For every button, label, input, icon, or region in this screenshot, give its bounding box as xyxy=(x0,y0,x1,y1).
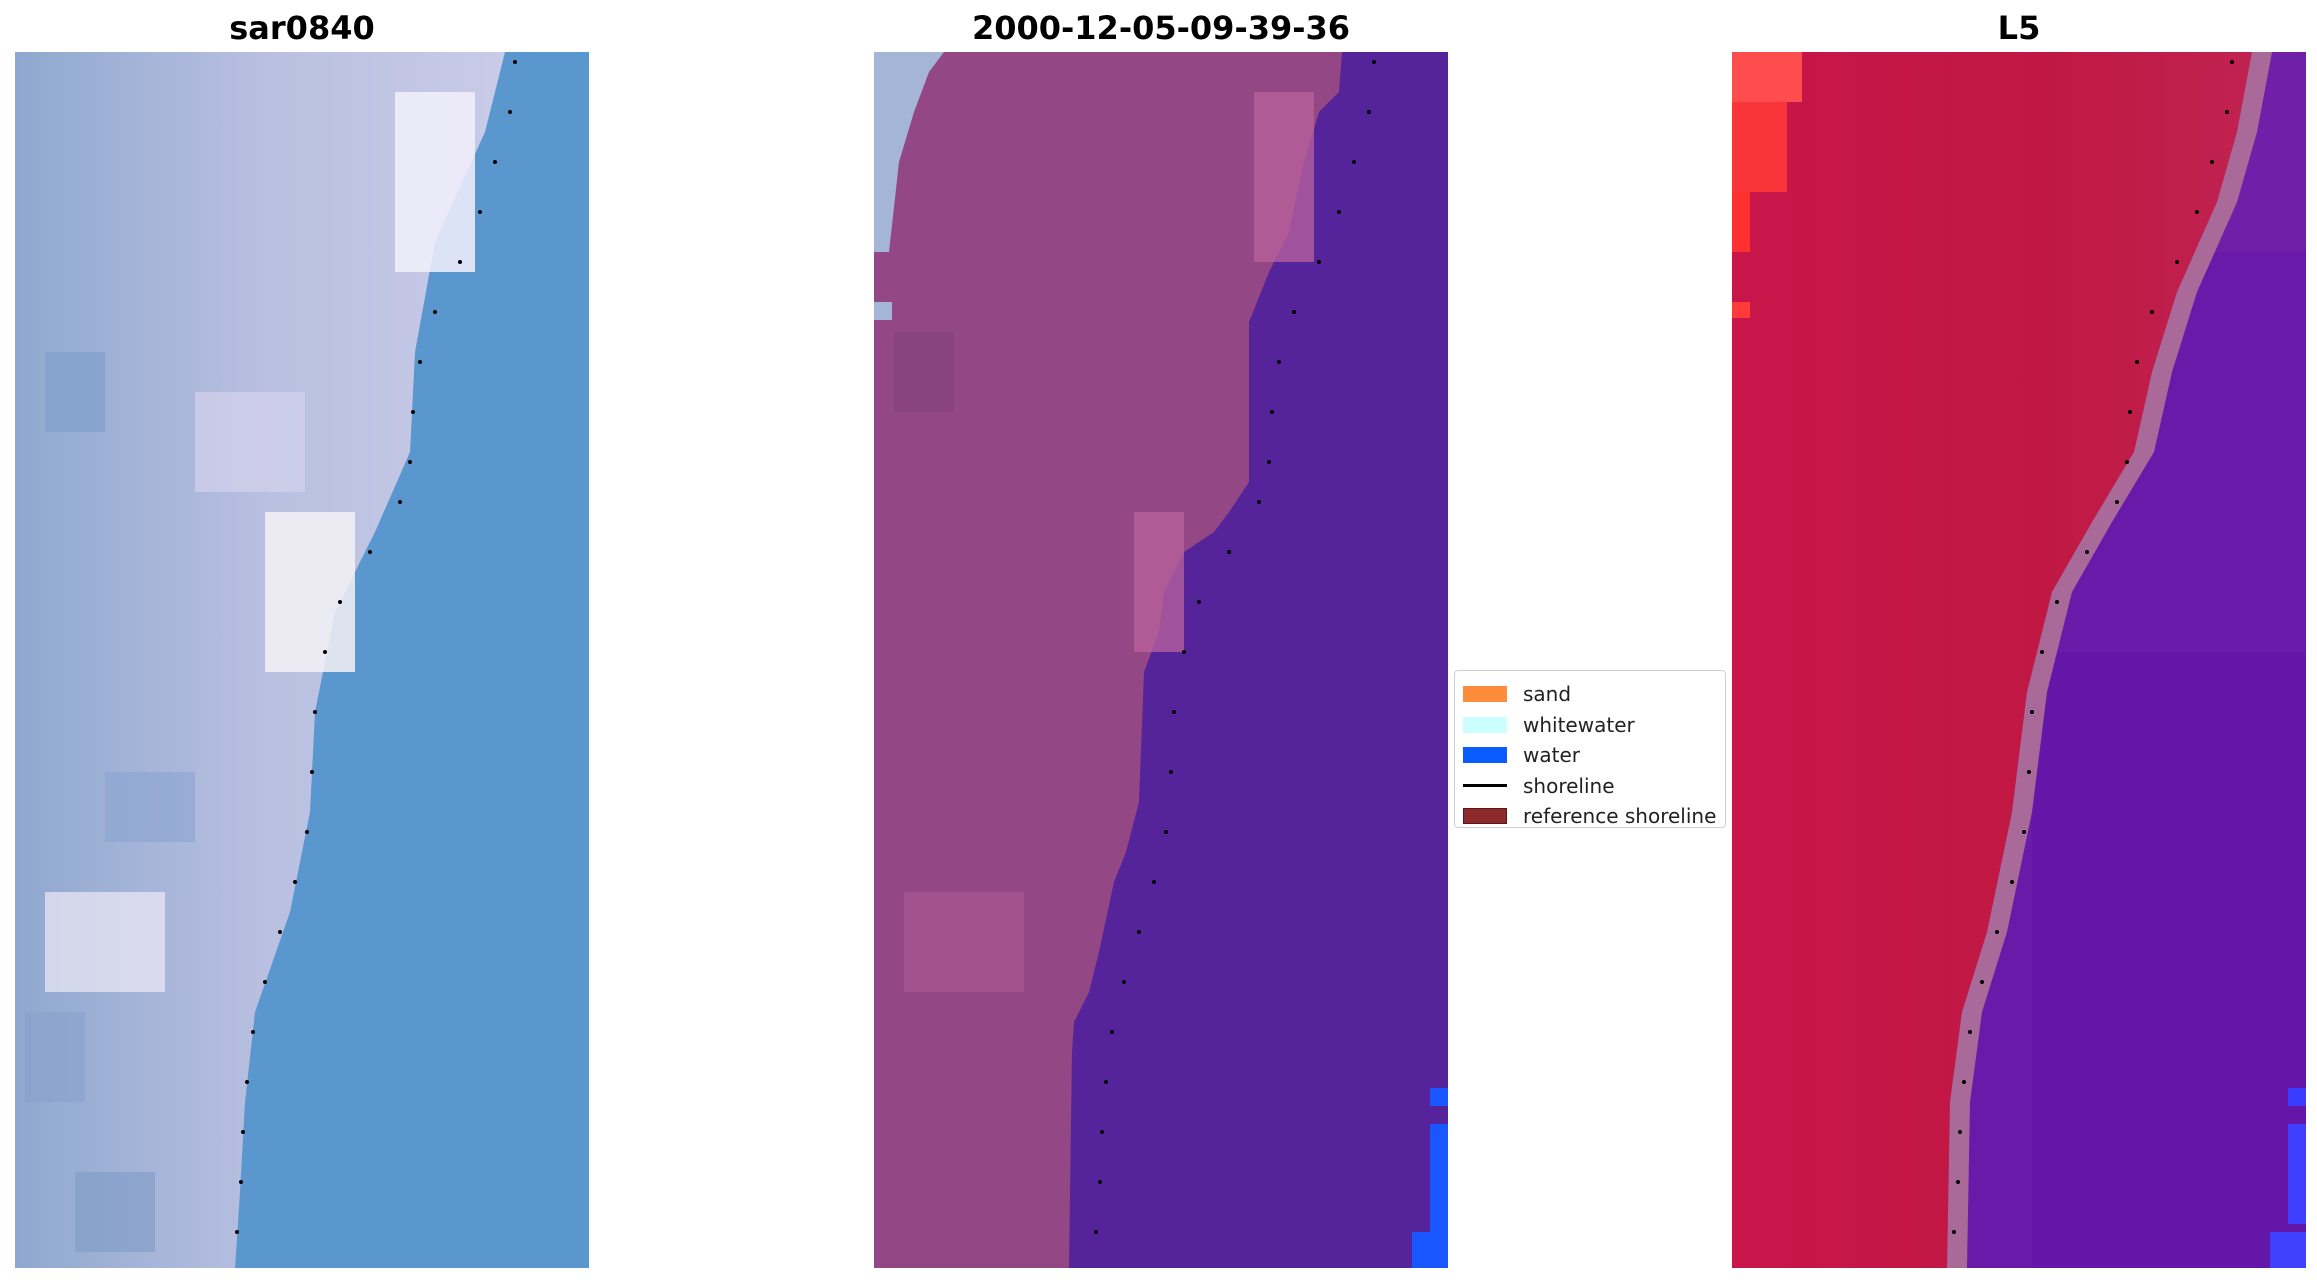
shoreline-points-rgb xyxy=(235,60,517,1234)
legend-item-reference-shoreline: reference shoreline xyxy=(1463,801,1725,832)
panel-title-rgb: sar0840 xyxy=(229,9,375,47)
panel-title-false-color: L5 xyxy=(1997,9,2041,47)
legend-swatch-sand xyxy=(1463,686,1507,703)
legend-swatch-water xyxy=(1463,747,1507,764)
legend-label: reference shoreline xyxy=(1523,804,1717,829)
legend-item-shoreline: shoreline xyxy=(1463,771,1725,802)
false-color-image xyxy=(1732,52,2306,1268)
legend-label: whitewater xyxy=(1523,712,1635,737)
panel-title-classified: 2000-12-05-09-39-36 xyxy=(971,9,1351,47)
legend-line-shoreline xyxy=(1463,784,1507,788)
rgb-image xyxy=(15,52,589,1268)
legend-item-whitewater: whitewater xyxy=(1463,710,1725,741)
legend-label: sand xyxy=(1523,682,1572,707)
false-color-image-panel xyxy=(1732,52,2306,1268)
legend-swatch-whitewater xyxy=(1463,716,1507,733)
legend-label: water xyxy=(1523,743,1580,768)
legend-swatch-reference-shoreline xyxy=(1463,808,1507,825)
legend: sand whitewater water shoreline referenc… xyxy=(1454,670,1726,828)
legend-label: shoreline xyxy=(1523,773,1615,798)
rgb-image-panel xyxy=(15,52,589,1268)
classified-image-panel xyxy=(874,52,1448,1268)
shoreline-points-classified xyxy=(1094,60,1376,1234)
shoreline-points-false-color xyxy=(1952,60,2234,1234)
legend-item-water: water xyxy=(1463,740,1725,771)
legend-item-sand: sand xyxy=(1463,679,1725,710)
classified-image xyxy=(874,52,1448,1268)
